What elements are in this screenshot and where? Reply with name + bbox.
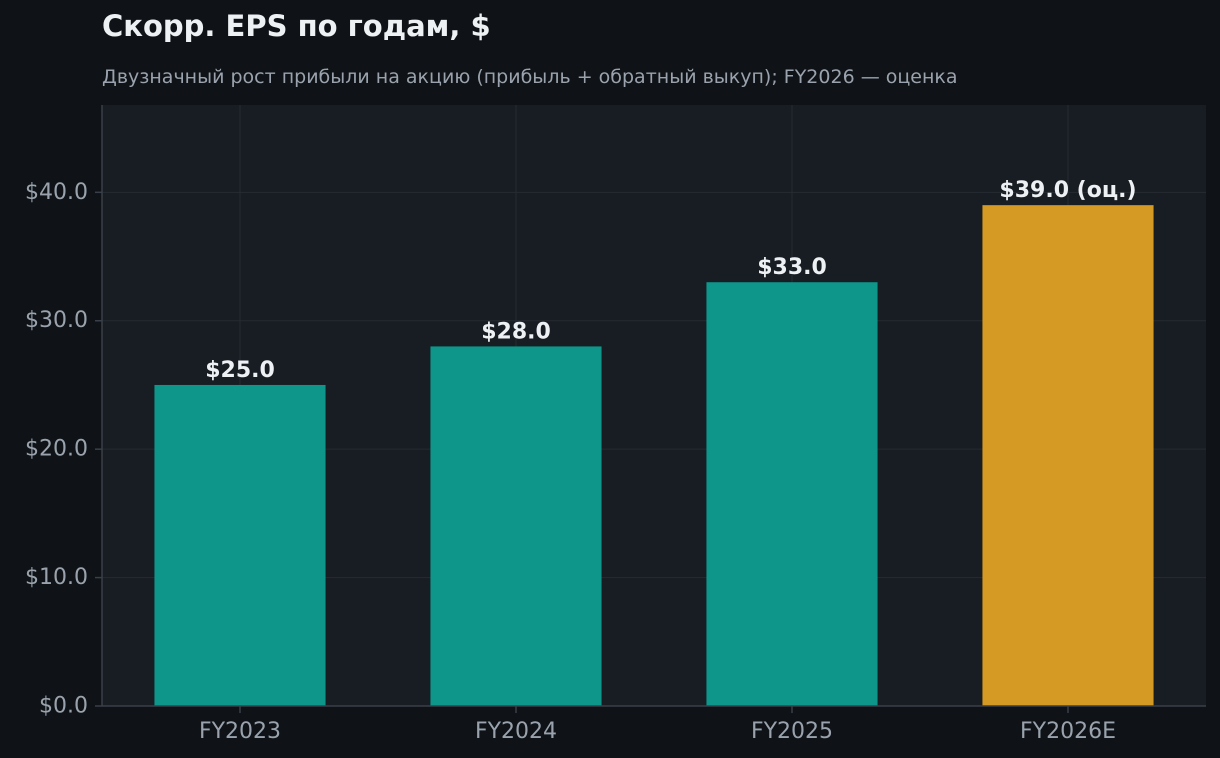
x-tick-label: FY2026E (1020, 719, 1116, 744)
y-tick-label: $30.0 (25, 308, 88, 333)
bar-fy2023 (154, 384, 326, 706)
x-tick-label: FY2024 (475, 719, 557, 744)
x-tick-label: FY2025 (751, 719, 833, 744)
data-label: $33.0 (757, 255, 827, 280)
data-label: $39.0 (оц.) (999, 178, 1136, 203)
y-tick-label: $10.0 (25, 565, 88, 590)
y-tick-label: $0.0 (39, 694, 88, 719)
x-tick-label: FY2023 (199, 719, 281, 744)
data-label: $28.0 (481, 319, 551, 344)
y-tick-label: $20.0 (25, 437, 88, 462)
bar-fy2025 (706, 282, 878, 706)
chart-title: Скорр. EPS по годам, $ (102, 9, 491, 43)
y-tick-label: $40.0 (25, 180, 88, 205)
bar-fy2026e (982, 205, 1154, 706)
bar-fy2024 (430, 346, 602, 706)
chart-subtitle: Двузначный рост прибыли на акцию (прибыл… (102, 66, 958, 88)
data-label: $25.0 (205, 358, 275, 383)
